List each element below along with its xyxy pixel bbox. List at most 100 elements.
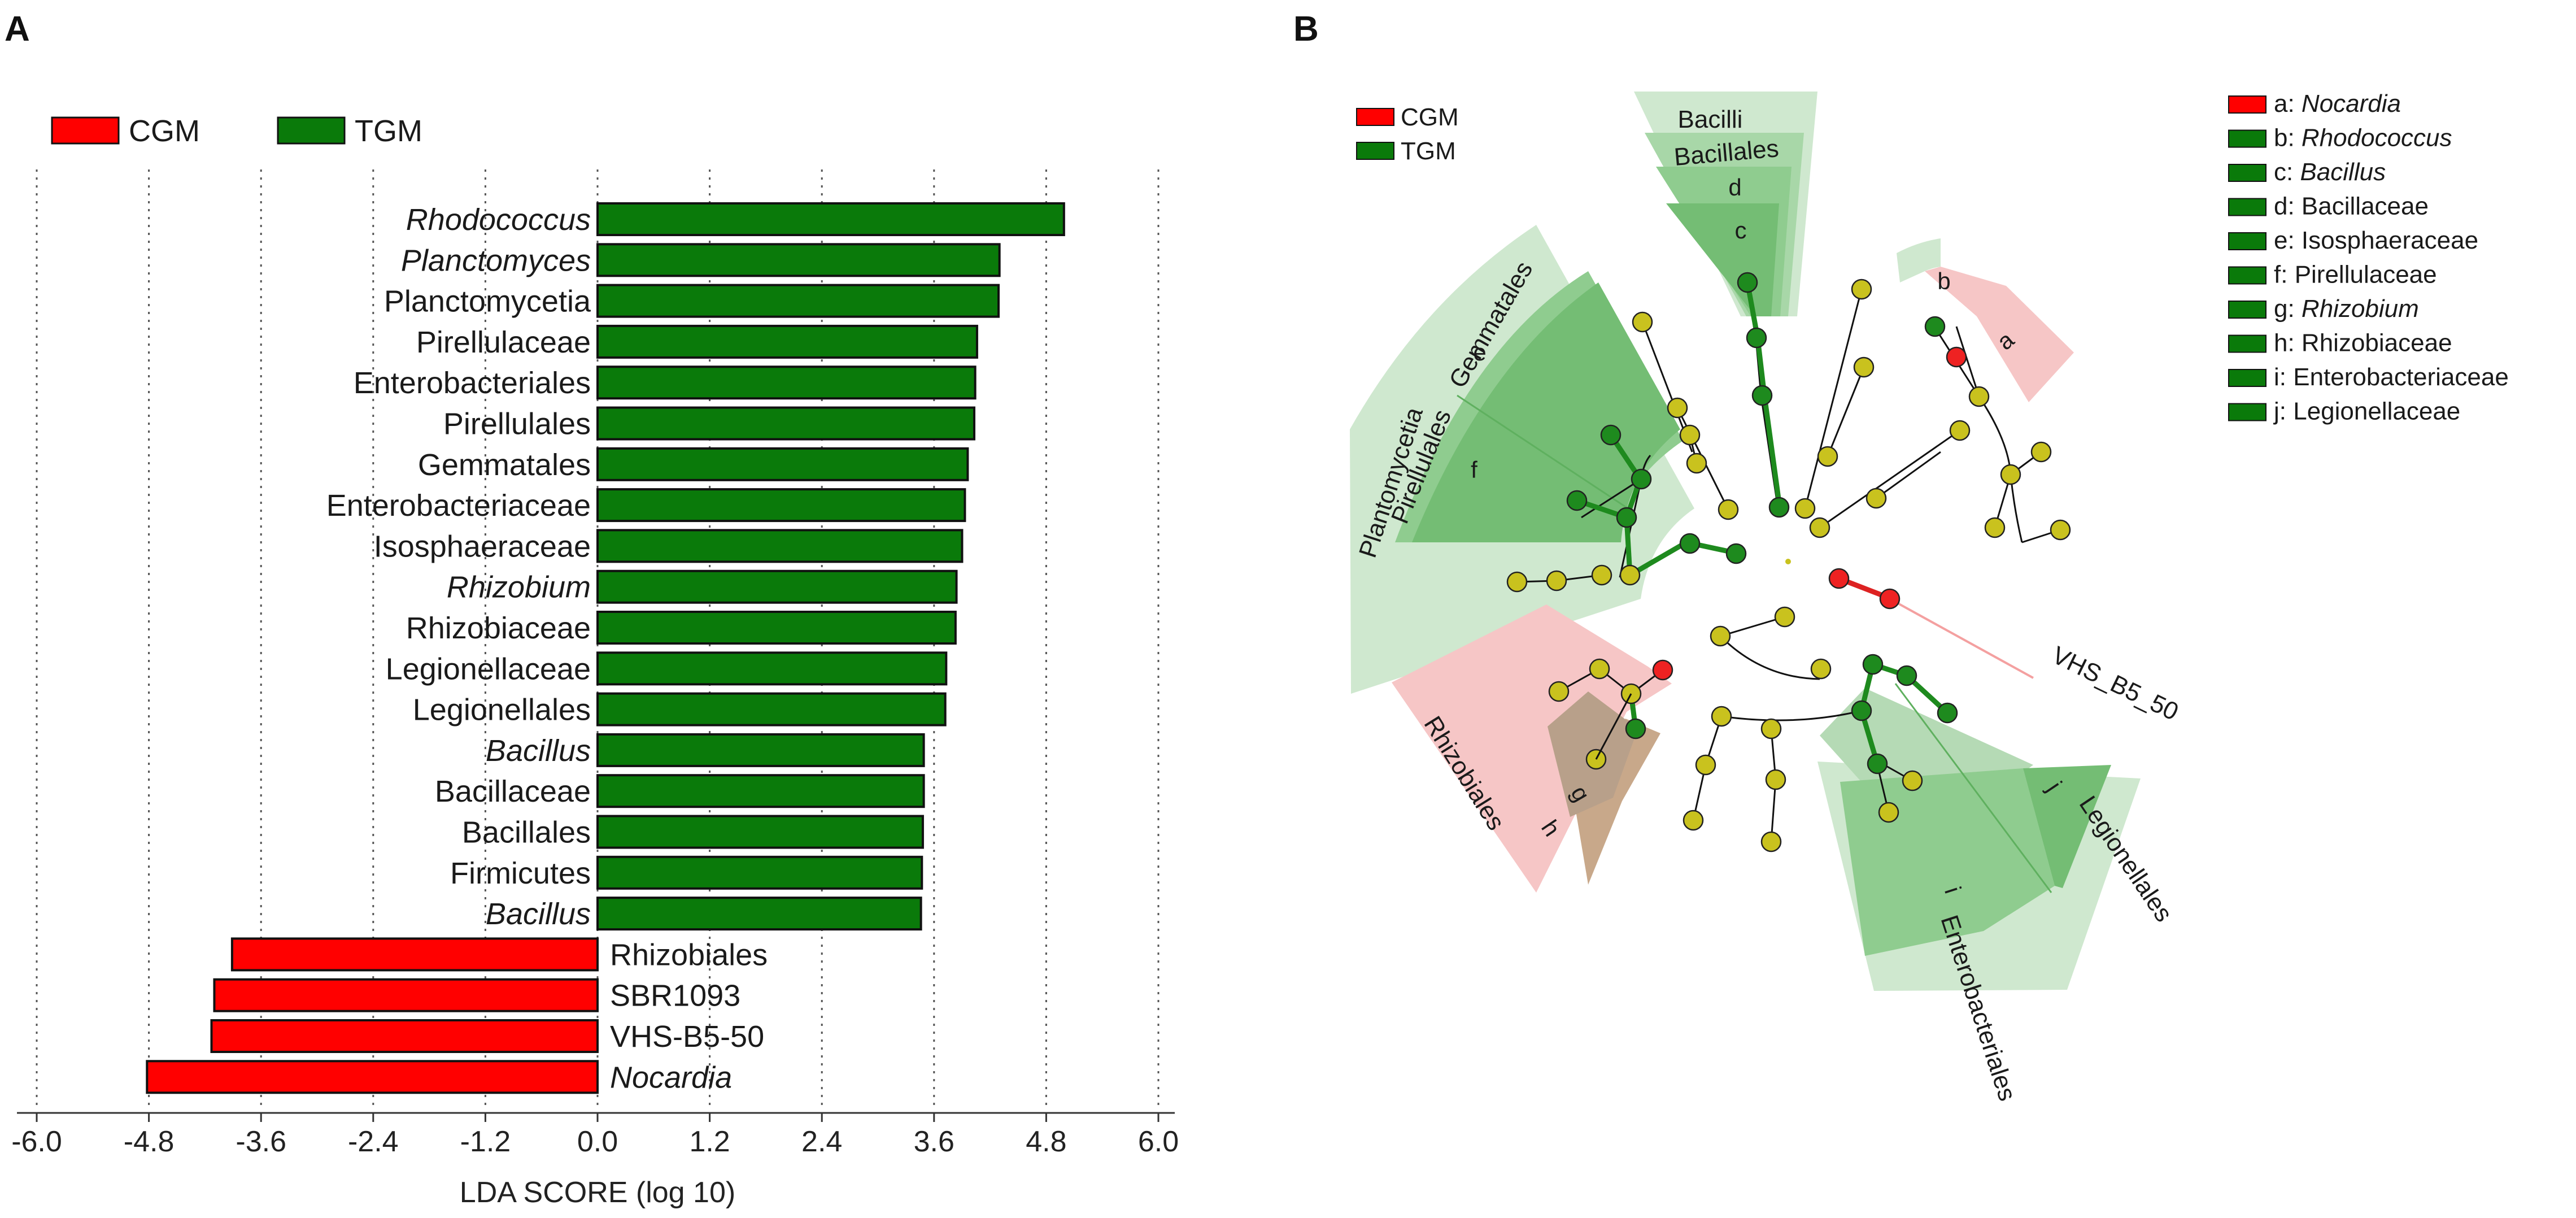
clad-legend-entry: d: Bacillaceae: [2274, 193, 2429, 220]
lda-bar: [596, 488, 966, 523]
edge: [1720, 616, 1785, 637]
clad-node: [1937, 702, 1958, 724]
edge: [1770, 779, 1777, 842]
clad-node: [1817, 446, 1838, 467]
clad-node: [1774, 606, 1795, 628]
clad-legend-letter: i:: [2274, 363, 2293, 391]
lda-bar: [596, 897, 922, 931]
clad-node: [1710, 625, 1731, 647]
lda-legend: CGM TGM: [51, 114, 422, 148]
edge: [1595, 693, 1632, 760]
clad-node: [1506, 571, 1528, 593]
clad-legend-name: Rhizobiaceae: [2302, 329, 2452, 357]
sector-letter-c: c: [1735, 217, 1747, 243]
cladogram: CGM TGM: [1350, 90, 2509, 1104]
lda-bar-label: Bacillus: [486, 897, 591, 931]
clad-node: [1619, 564, 1641, 586]
lda-bars: [146, 202, 1065, 1094]
sector-c: [1666, 203, 1779, 316]
clad-legend-letter: h:: [2274, 329, 2302, 357]
clad-node: [1878, 802, 1899, 823]
lda-bar: [596, 611, 957, 645]
lda-bar: [596, 733, 925, 767]
clad-node: [1711, 706, 1732, 727]
clad-node: [1896, 665, 1917, 686]
clad-legend-swatch: [2228, 334, 2266, 353]
clad-legend-entry: c: Bacillus: [2274, 158, 2386, 186]
lda-bar-label: Pirellulaceae: [416, 325, 591, 359]
lda-bar: [596, 366, 977, 400]
clad-node: [1718, 499, 1739, 520]
legend-label-cgm: CGM: [129, 114, 200, 148]
lda-bar-label: Bacillaceae: [435, 775, 591, 808]
clad-legend-name: Bacillus: [2300, 158, 2386, 186]
clad-legend-entry: g: Rhizobium: [2274, 295, 2419, 323]
x-axis-title: LDA SCORE (log 10): [460, 1176, 735, 1209]
lda-bar: [596, 815, 924, 849]
lda-bar-label: Gemmatales: [418, 448, 591, 482]
clad-node: [1760, 831, 1782, 852]
panel-a-letter: A: [5, 10, 30, 49]
clad-node: [1851, 700, 1872, 721]
sector-enterobacteriales: [1820, 688, 2033, 847]
sector-letter-e: e: [1473, 339, 1486, 366]
clad-legend-letter: c:: [2274, 158, 2300, 186]
lda-bar-label: Rhizobiaceae: [406, 611, 591, 645]
clad-legend-swatch: [2228, 301, 2266, 319]
green-edge: [1628, 540, 1688, 577]
lda-bar: [596, 284, 1000, 318]
lda-bar: [146, 1060, 599, 1094]
x-tick-label: 3.6: [914, 1125, 954, 1158]
clad-legend-label-tgm: TGM: [1401, 137, 1456, 165]
clad-legend-entry: j: Legionellaceae: [2273, 398, 2460, 425]
clad-node: [1765, 769, 1786, 790]
x-tick-label: 0.0: [577, 1125, 618, 1158]
legend-swatch-tgm: [277, 116, 346, 145]
clad-node: [1625, 718, 1646, 740]
legend-label-tgm: TGM: [355, 114, 422, 148]
clad-legend-name: Isosphaeraceae: [2302, 227, 2478, 254]
clad-legend-swatch: [2228, 266, 2266, 285]
sector-boundary-line-left: [1457, 394, 1633, 512]
sector-h: [1572, 719, 1660, 885]
lda-bar-label: Planctomyces: [401, 243, 591, 277]
clade-label-vhs: VHS_B5_50: [2048, 641, 2183, 726]
lda-bar-label: Bacillales: [462, 816, 591, 850]
lda-bar: [596, 692, 947, 727]
clad-legend-name: Enterobacteriaceae: [2293, 363, 2509, 391]
lda-bar: [596, 529, 964, 563]
clad-node: [1695, 754, 1716, 776]
clad-node: [1984, 517, 2006, 538]
clad-node: [1725, 543, 1747, 564]
clad-node: [1546, 570, 1567, 591]
lda-bar-labels: Rhodococcus Planctomyces Planctomycetia Pir…: [326, 203, 768, 1094]
clad-node: [1751, 385, 1773, 406]
lda-bar-label: Legionellaceae: [386, 652, 591, 686]
edge: [1876, 451, 1941, 499]
lda-bar-label: Enterobacteriales: [354, 366, 591, 400]
clad-node: [1851, 279, 1872, 300]
clad-legend-swatch: [2228, 164, 2266, 182]
clad-node: [1652, 659, 1673, 681]
edge: [1721, 710, 1862, 721]
lda-bar: [596, 855, 923, 890]
clad-legend-label-cgm: CGM: [1401, 103, 1459, 131]
lda-x-axis: -6.0 -4.8 -3.6 -2.4 -1.2 0.0 1.2 2.4 3.6 4.8 6.0: [11, 1112, 1179, 1158]
clad-node: [1600, 424, 1622, 446]
clad-node: [1760, 718, 1782, 740]
lda-bar-label: SBR1093: [610, 979, 740, 1013]
sector-gemmatales: [1412, 282, 1680, 542]
clad-node: [1589, 658, 1610, 680]
clad-legend-swatch-tgm: [1356, 142, 1394, 160]
clad-group-legend: CGM TGM: [1356, 103, 1459, 165]
clad-node: [1809, 517, 1830, 538]
clad-legend-swatch: [2228, 232, 2266, 250]
clad-node: [1768, 497, 1790, 518]
lda-bar: [596, 243, 1001, 277]
sector-boundary-line-right: [1894, 683, 2052, 893]
x-tick-label: 1.2: [689, 1125, 730, 1158]
clad-legend-name: Pirellulaceae: [2295, 261, 2437, 289]
edge: [1804, 289, 1863, 509]
lda-bar: [596, 406, 975, 441]
